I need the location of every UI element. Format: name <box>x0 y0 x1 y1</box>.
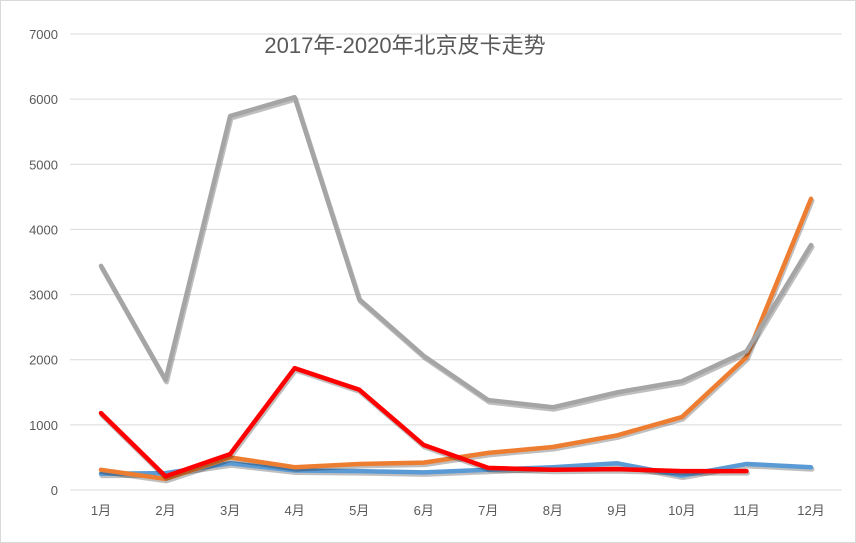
series-line-0 <box>98 461 814 478</box>
chart-title: 2017年-2020年北京皮卡走势 <box>264 33 545 58</box>
x-tick-label: 11月 <box>733 503 760 518</box>
x-tick-label: 6月 <box>414 503 434 518</box>
x-tick-label: 1月 <box>91 503 111 518</box>
x-tick-label: 10月 <box>668 503 695 518</box>
x-axis: 1月 2月 3月 4月 5月 6月 7月 8月 9月 10月 11月 12月 <box>91 503 825 518</box>
x-tick-label: 12月 <box>797 503 824 518</box>
series-lines <box>98 94 815 484</box>
y-tick-label: 4000 <box>29 222 58 237</box>
x-tick-label: 7月 <box>478 503 498 518</box>
y-tick-label: 6000 <box>29 92 58 107</box>
series-line-2 <box>98 94 814 410</box>
y-axis: 0 1000 2000 3000 4000 5000 6000 7000 <box>29 27 58 498</box>
y-tick-label: 3000 <box>29 288 58 303</box>
series-shadow-1 <box>99 198 815 484</box>
x-tick-label: 4月 <box>285 503 305 518</box>
series-shadow-2 <box>99 96 815 412</box>
x-tick-label: 3月 <box>220 503 240 518</box>
gridlines <box>70 33 842 491</box>
x-tick-label: 9月 <box>607 503 627 518</box>
series-line-3 <box>98 365 749 479</box>
y-tick-label: 1000 <box>29 418 58 433</box>
x-tick-label: 2月 <box>155 503 175 518</box>
x-tick-label: 5月 <box>349 503 369 518</box>
x-tick-label: 8月 <box>543 503 563 518</box>
y-tick-label: 0 <box>51 483 58 498</box>
y-tick-label: 5000 <box>29 157 58 172</box>
series-line-1 <box>98 196 814 482</box>
y-tick-label: 2000 <box>29 353 58 368</box>
y-tick-label: 7000 <box>29 27 58 42</box>
